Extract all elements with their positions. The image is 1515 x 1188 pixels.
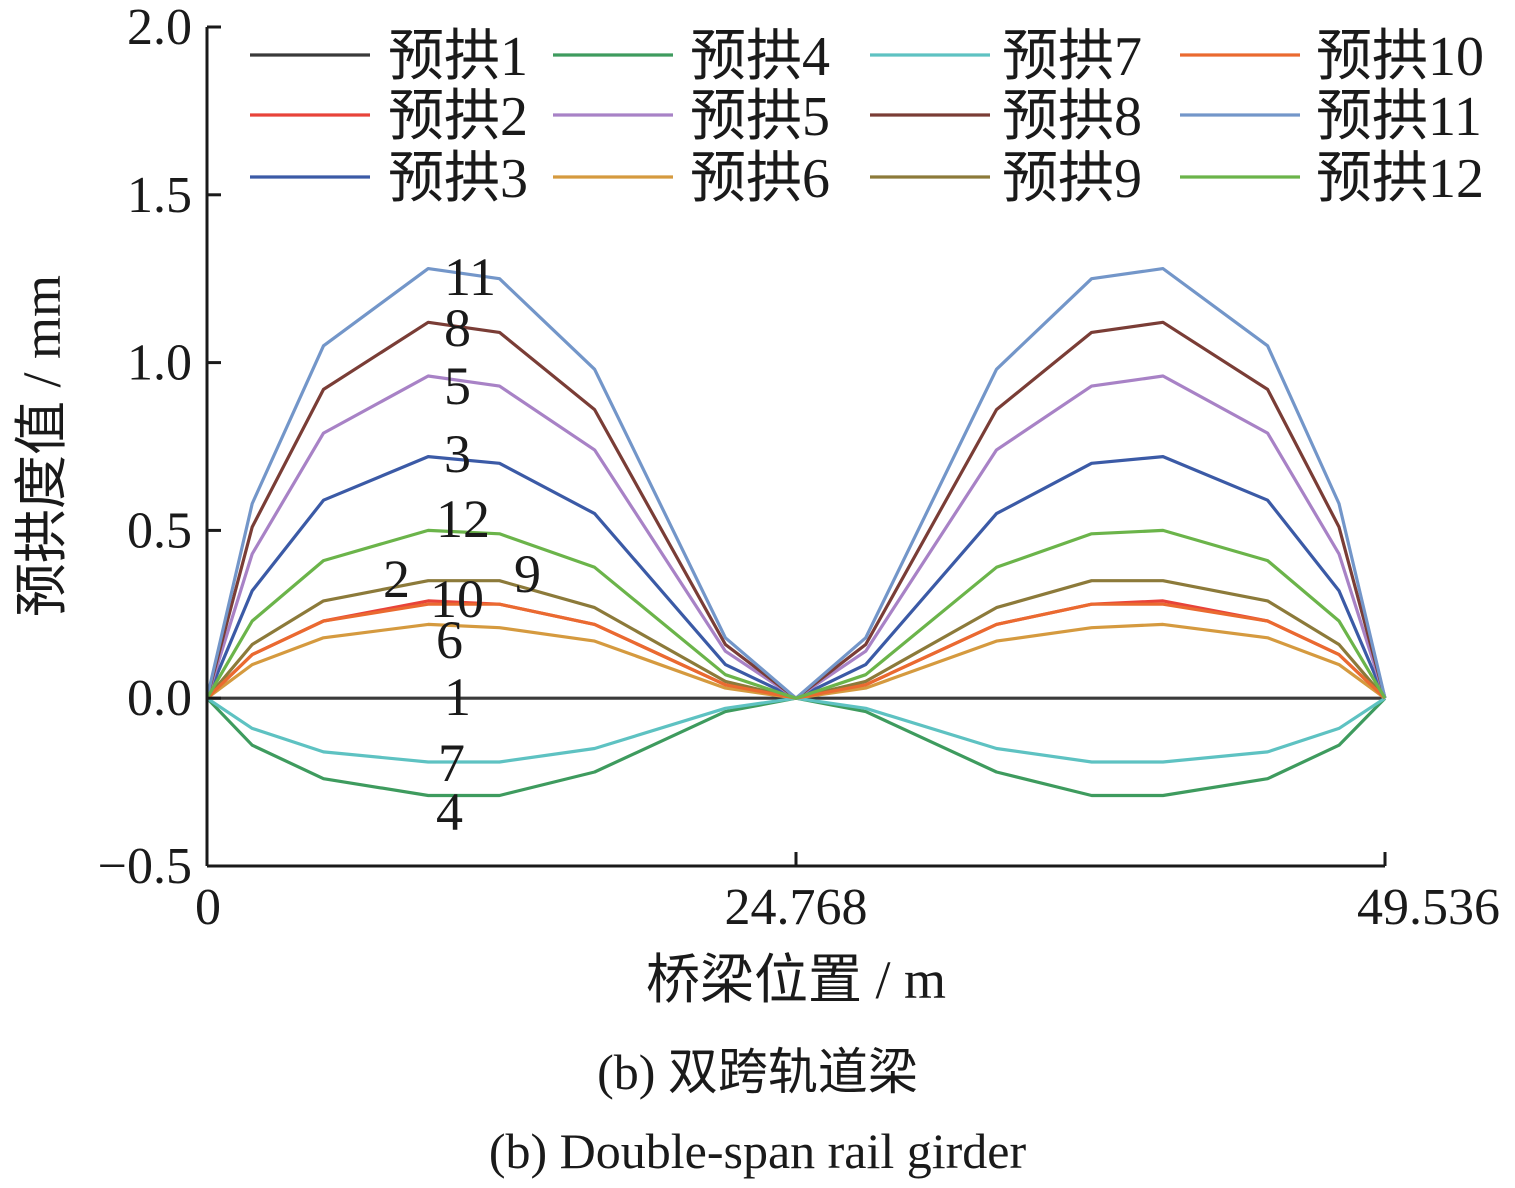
series-line-4 — [205, 696, 1387, 798]
y-tick-label: 1.0 — [127, 335, 192, 392]
legend-label-11: 预拱11 — [1316, 86, 1482, 148]
series-line-6 — [206, 622, 1386, 700]
y-tick-label: 1.5 — [127, 167, 192, 224]
series-line-10 — [205, 602, 1387, 700]
y-tick-label: 0.0 — [127, 670, 192, 727]
curve-label-6: 6 — [436, 610, 463, 670]
legend-label-12: 预拱12 — [1316, 148, 1484, 210]
curve-label-1: 1 — [444, 667, 471, 727]
x-tick-label: 49.536 — [1357, 879, 1500, 936]
curve-label-8: 8 — [444, 298, 471, 358]
curve-label-12: 12 — [436, 489, 490, 549]
x-tick-label: 24.768 — [725, 879, 868, 936]
legend-label-1: 预拱1 — [388, 26, 528, 88]
legend-label-6: 预拱6 — [690, 148, 830, 210]
series-line-12 — [205, 528, 1387, 700]
legend-label-7: 预拱7 — [1002, 26, 1142, 88]
axis-text: −0.5 0.0 0.5 1.0 1.5 2.0 0 24.768 49.536 桥梁位置 / m… — [12, 0, 1500, 1010]
legend-label-9: 预拱9 — [1002, 148, 1142, 210]
series-line-8 — [205, 320, 1387, 700]
curve-label-11: 11 — [444, 247, 496, 307]
caption-chinese: (b) 双跨轨道梁 — [597, 1044, 918, 1100]
legend-label-10: 预拱10 — [1316, 26, 1484, 88]
curve-label-9: 9 — [514, 544, 541, 604]
series-line-2 — [205, 599, 1387, 700]
y-tick-label: 2.0 — [127, 0, 192, 56]
legend-label-2: 预拱2 — [388, 86, 528, 148]
curve-label-7: 7 — [438, 733, 465, 793]
legend-label-3: 预拱3 — [388, 148, 528, 210]
series-layer — [205, 267, 1387, 798]
y-tick-label: 0.5 — [127, 502, 192, 559]
y-tick-label: −0.5 — [98, 838, 192, 895]
legend-label-4: 预拱4 — [690, 26, 830, 88]
line-chart: 预拱1预拱2预拱3预拱4预拱5预拱6预拱7预拱8预拱9预拱10预拱11预拱12 … — [12, 0, 1500, 1010]
curve-label-3: 3 — [444, 424, 471, 484]
curve-label-4: 4 — [436, 782, 463, 842]
x-tick-label: 0 — [195, 879, 221, 936]
legend-label-8: 预拱8 — [1002, 86, 1142, 148]
series-line-5 — [205, 374, 1387, 700]
axes-layer — [205, 25, 1387, 868]
curve-label-10: 10 — [430, 569, 484, 629]
curve-label-2: 2 — [383, 549, 410, 609]
legend-label-5: 预拱5 — [690, 86, 830, 148]
x-axis-title: 桥梁位置 / m — [646, 950, 946, 1010]
series-line-11 — [205, 267, 1387, 700]
curve-label-5: 5 — [444, 356, 471, 416]
series-line-7 — [206, 696, 1386, 764]
y-axis-title: 预拱度值 / mm — [12, 275, 72, 617]
caption-english: (b) Double-span rail girder — [488, 1123, 1027, 1179]
